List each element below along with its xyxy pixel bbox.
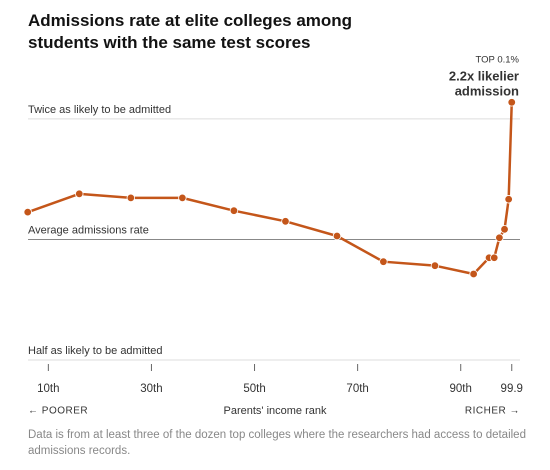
data-point (126, 193, 136, 203)
data-point (23, 207, 32, 217)
x-tick-label: 70th (346, 383, 368, 395)
x-tick-label: 30th (140, 383, 162, 395)
data-point (178, 193, 187, 203)
chart-title: Admissions rate at elite colleges among … (28, 11, 353, 52)
x-tick-label: 10th (37, 383, 59, 395)
data-point (379, 257, 388, 266)
annotation-text: admission (455, 83, 519, 98)
data-point (507, 98, 516, 107)
x-tick-label: 50th (243, 383, 265, 395)
y-tick-label: Average admissions rate (28, 224, 149, 236)
data-point (469, 269, 478, 279)
data-point (75, 189, 84, 199)
data-point (504, 195, 513, 204)
x-axis-left-label: ← POORER (28, 406, 88, 417)
data-point (430, 261, 440, 270)
data-point (495, 233, 504, 242)
y-tick-label: Half as likely to be admitted (28, 345, 163, 357)
y-tick-label: Twice as likely to be admitted (28, 104, 171, 116)
x-tick-label: 90th (450, 383, 472, 395)
x-axis-right-label: RICHER → (465, 406, 520, 417)
data-point (490, 253, 499, 262)
annotation-text: 2.2x likelier (449, 68, 519, 83)
annotation-label: TOP 0.1% (476, 55, 520, 66)
data-point (332, 231, 342, 241)
series-line (27, 102, 514, 276)
data-point (229, 206, 239, 215)
x-tick-label: 99.9 (501, 383, 523, 395)
x-axis-label: Parents' income rank (224, 405, 327, 417)
data-point (500, 225, 509, 234)
data-point (281, 217, 290, 226)
footnote: Data is from at least three of the dozen… (28, 429, 526, 457)
